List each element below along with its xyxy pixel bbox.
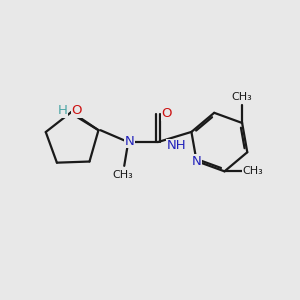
Text: N: N xyxy=(192,155,202,168)
Text: CH₃: CH₃ xyxy=(243,166,264,176)
Text: CH₃: CH₃ xyxy=(232,92,253,102)
Text: CH₃: CH₃ xyxy=(112,170,133,180)
Text: O: O xyxy=(162,107,172,120)
Text: O: O xyxy=(71,104,82,117)
Text: H: H xyxy=(58,104,68,117)
Text: NH: NH xyxy=(167,140,187,152)
Text: N: N xyxy=(124,135,134,148)
